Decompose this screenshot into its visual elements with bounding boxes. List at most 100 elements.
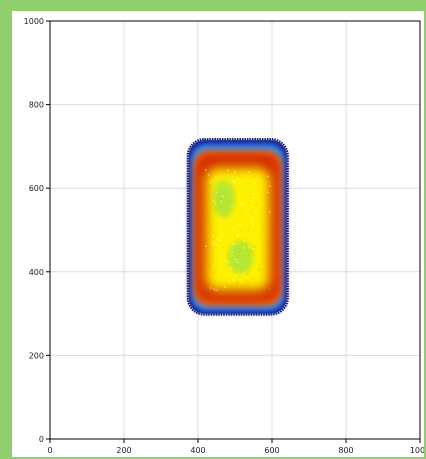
density-speckle xyxy=(252,233,255,236)
density-speckle xyxy=(236,283,239,285)
density-speckle xyxy=(269,288,271,290)
density-speckle xyxy=(212,241,215,244)
density-speckle xyxy=(219,252,222,255)
density-speckle xyxy=(210,246,212,248)
density-speckle xyxy=(207,244,210,246)
density-speckle xyxy=(222,289,225,292)
density-speckle xyxy=(248,202,251,205)
density-speckle xyxy=(221,213,223,216)
density-speckle xyxy=(247,229,249,231)
density-speckle xyxy=(263,204,265,207)
density-speckle xyxy=(210,234,213,237)
density-speckle xyxy=(242,273,245,276)
density-speckle xyxy=(213,243,216,245)
hotspot-lower-green-spot xyxy=(227,240,254,274)
density-speckle xyxy=(268,211,271,214)
density-speckle xyxy=(234,258,237,261)
density-speckle xyxy=(220,200,222,203)
density-speckle xyxy=(205,192,208,195)
density-speckle xyxy=(266,249,269,252)
density-speckle xyxy=(233,278,235,281)
density-speckle xyxy=(227,280,230,282)
x-tick-label: 400 xyxy=(190,446,205,455)
density-speckle xyxy=(267,191,269,193)
density-speckle xyxy=(212,178,214,181)
density-map xyxy=(186,138,289,316)
density-speckle xyxy=(260,235,263,238)
density-speckle xyxy=(219,198,222,201)
density-speckle xyxy=(251,277,254,279)
density-speckle xyxy=(265,190,268,193)
density-speckle xyxy=(240,229,243,232)
density-speckle xyxy=(263,224,265,227)
density-speckle xyxy=(262,172,264,175)
density-speckle xyxy=(242,247,245,249)
density-speckle xyxy=(220,274,223,277)
chart-panel: 0 200 400 600 800 1000 0 200 400 600 800 1000 xyxy=(12,11,424,457)
density-speckle xyxy=(251,250,254,252)
density-speckle xyxy=(205,245,207,248)
density-speckle xyxy=(241,202,243,205)
density-speckle xyxy=(246,273,249,275)
axis-ticks: 0 200 400 600 800 1000 0 200 400 600 800 1000 xyxy=(24,17,424,455)
density-speckle xyxy=(247,280,249,282)
density-speckle xyxy=(233,280,235,283)
density-speckle xyxy=(208,258,210,260)
density-speckle xyxy=(226,261,229,263)
density-outline xyxy=(186,138,289,316)
heatmap-chart: 0 200 400 600 800 1000 0 200 400 600 800 1000 xyxy=(24,17,424,455)
density-speckle xyxy=(236,220,238,223)
density-speckle xyxy=(214,202,217,205)
density-speckle xyxy=(219,206,222,209)
density-speckle xyxy=(224,286,226,288)
density-speckle xyxy=(233,180,235,183)
hotspot-upper-green-spot xyxy=(212,179,235,218)
density-speckle xyxy=(249,195,252,197)
density-speckle xyxy=(251,217,254,219)
density-speckle xyxy=(207,174,210,176)
density-speckle xyxy=(267,175,269,178)
density-speckle xyxy=(233,235,236,238)
density-speckle xyxy=(219,220,221,222)
density-speckle xyxy=(206,249,208,252)
density-speckle xyxy=(268,208,271,211)
density-speckle xyxy=(231,179,234,182)
density-speckle xyxy=(238,250,241,253)
density-speckle xyxy=(241,177,244,179)
density-speckle xyxy=(204,229,207,232)
density-speckle xyxy=(236,261,239,264)
density-speckle xyxy=(260,209,263,211)
density-speckle xyxy=(214,176,217,178)
density-speckle xyxy=(234,170,236,173)
density-speckle xyxy=(209,181,212,184)
plot-area-frame xyxy=(49,20,421,440)
density-speckle xyxy=(254,246,257,249)
density-speckle xyxy=(252,224,255,227)
y-tick-label: 0 xyxy=(39,435,44,444)
density-speckle xyxy=(229,267,232,269)
density-speckle xyxy=(255,202,258,205)
density-speckle xyxy=(269,185,271,187)
density-speckle xyxy=(258,269,260,271)
density-speckle xyxy=(234,183,237,185)
density-speckle xyxy=(244,223,246,225)
density-speckle xyxy=(209,175,212,178)
density-speckle xyxy=(240,209,243,211)
density-speckle xyxy=(244,242,246,245)
density-speckle xyxy=(231,228,234,231)
density-speckle xyxy=(253,281,256,284)
density-speckle xyxy=(222,195,224,197)
x-tick-label: 800 xyxy=(338,446,353,455)
density-speckle xyxy=(220,260,223,262)
density-speckle xyxy=(210,269,212,272)
density-speckle xyxy=(226,286,228,289)
density-speckle xyxy=(236,235,239,237)
density-speckle xyxy=(236,281,238,284)
density-speckle xyxy=(206,223,209,226)
density-speckle xyxy=(213,269,216,272)
density-speckle xyxy=(239,224,241,227)
density-speckle xyxy=(234,226,236,228)
density-speckle xyxy=(236,238,239,240)
density-speckle xyxy=(241,263,244,265)
title-strip xyxy=(0,0,426,10)
